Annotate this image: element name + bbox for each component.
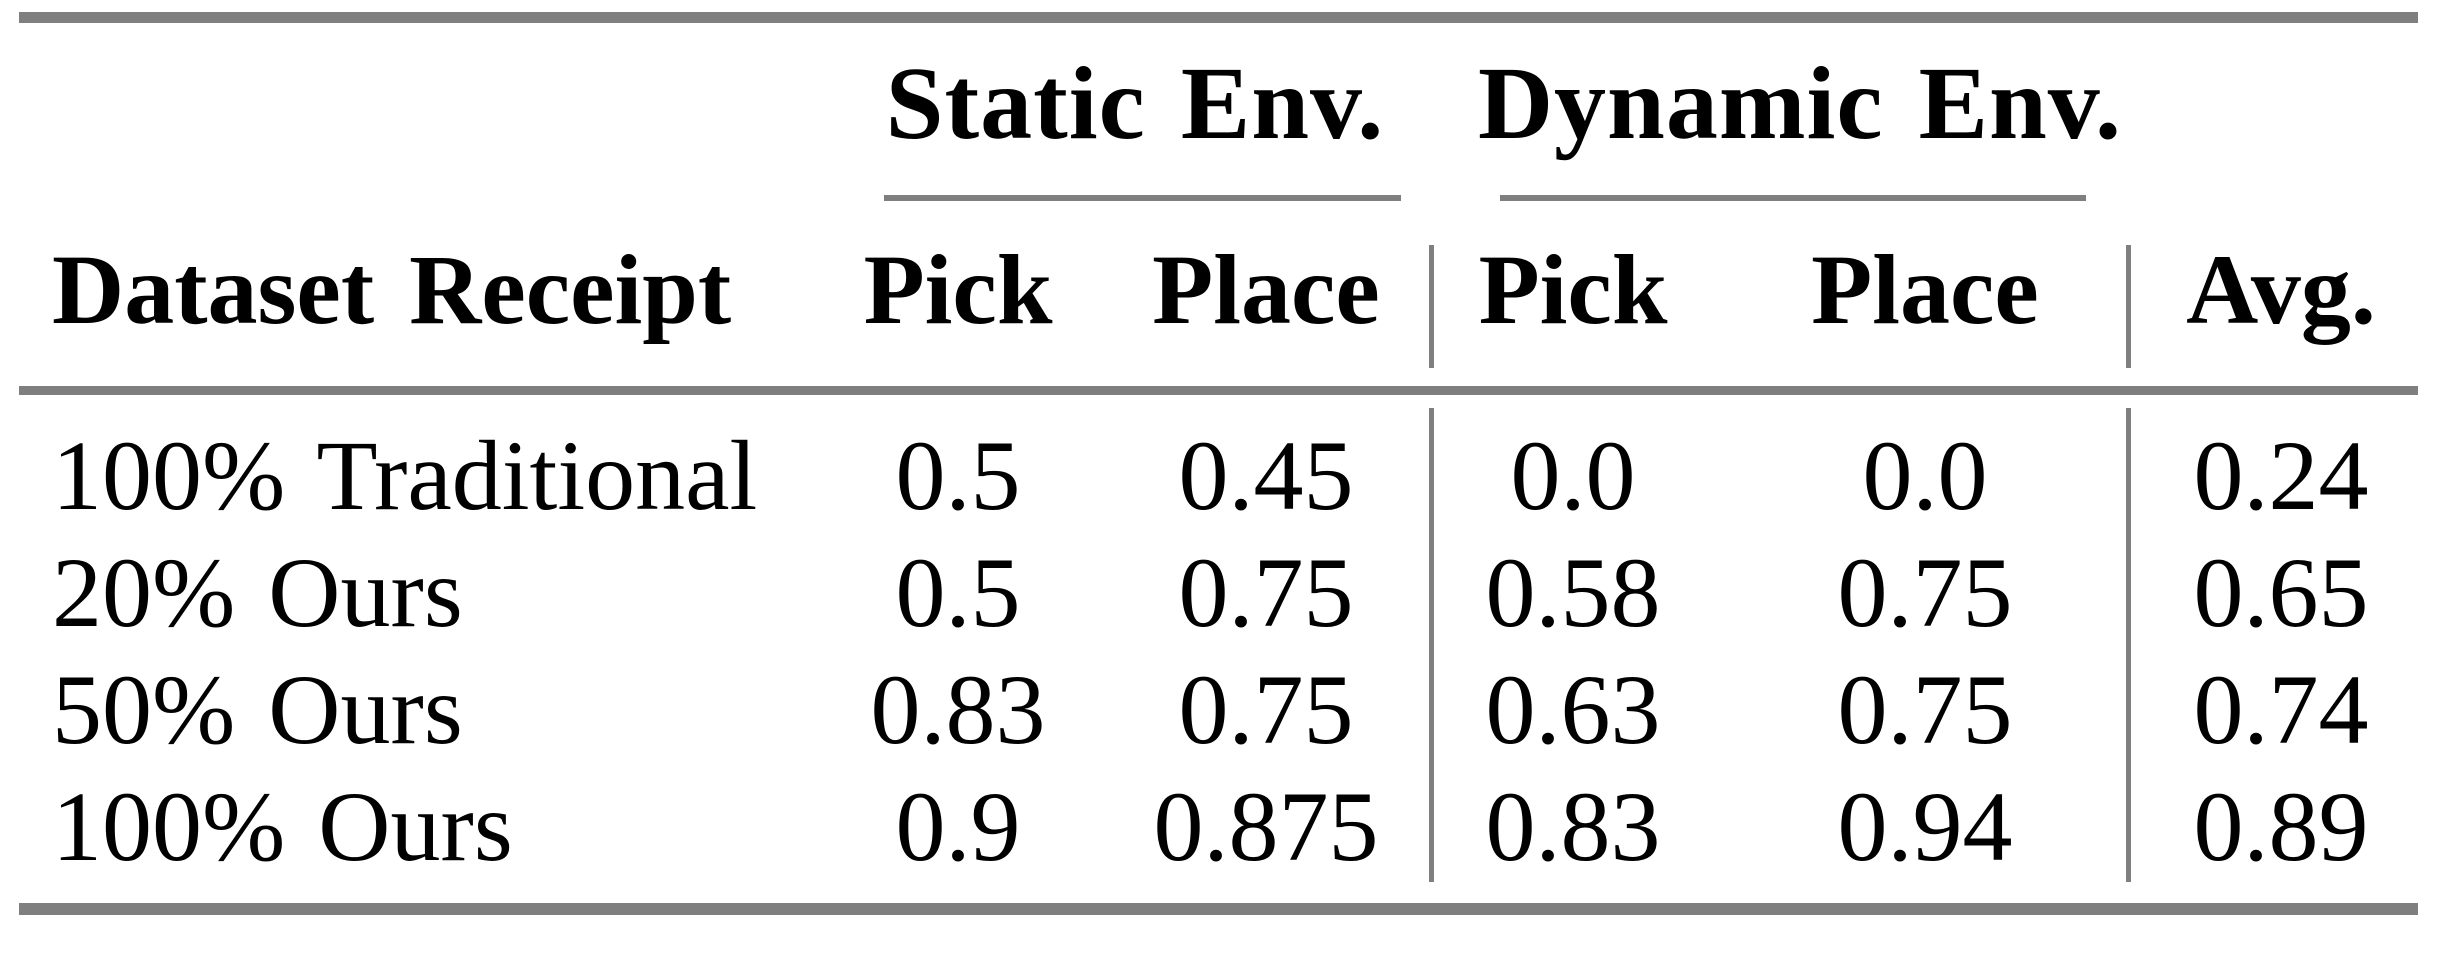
col-header-avg: Avg. (2186, 234, 2376, 345)
cell-static-pick: 0.9 (895, 771, 1021, 882)
row-label: 100% Ours (52, 771, 513, 882)
cell-dynamic-pick: 0.58 (1485, 537, 1661, 648)
top-rule (19, 12, 2418, 23)
body-divider-static-dynamic (1429, 408, 1434, 882)
col-header-dataset: Dataset Receipt (52, 234, 732, 345)
cell-static-pick: 0.5 (895, 420, 1021, 531)
cell-dynamic-place: 0.94 (1837, 771, 2013, 882)
cell-avg: 0.24 (2193, 420, 2369, 531)
bottom-rule (19, 903, 2418, 915)
col-header-static-place: Place (1152, 234, 1380, 345)
row-label: 100% Traditional (52, 420, 758, 531)
cell-static-place: 0.45 (1178, 420, 1354, 531)
row-label: 20% Ours (52, 537, 463, 648)
body-divider-dynamic-avg (2126, 408, 2131, 882)
dynamic-env-underline-rule (1500, 195, 2086, 201)
cell-avg: 0.74 (2193, 654, 2369, 765)
cell-avg: 0.65 (2193, 537, 2369, 648)
header-rule (19, 386, 2418, 395)
cell-static-place: 0.75 (1178, 654, 1354, 765)
cell-static-place: 0.75 (1178, 537, 1354, 648)
cell-dynamic-place: 0.0 (1862, 420, 1988, 531)
header-divider-static-dynamic (1429, 245, 1434, 368)
col-header-static-pick: Pick (863, 234, 1053, 345)
cell-dynamic-place: 0.75 (1837, 537, 2013, 648)
cell-dynamic-pick: 0.83 (1485, 771, 1661, 882)
cell-dynamic-place: 0.75 (1837, 654, 2013, 765)
cell-static-place: 0.875 (1153, 771, 1379, 882)
cell-dynamic-pick: 0.0 (1510, 420, 1636, 531)
static-env-group-header: Static Env. (885, 46, 1385, 161)
cell-avg: 0.89 (2193, 771, 2369, 882)
col-header-dynamic-pick: Pick (1478, 234, 1668, 345)
static-env-underline-rule (884, 195, 1401, 201)
cell-static-pick: 0.83 (870, 654, 1046, 765)
dynamic-env-group-header: Dynamic Env. (1477, 46, 2123, 161)
col-header-dynamic-place: Place (1811, 234, 2039, 345)
row-label: 50% Ours (52, 654, 463, 765)
cell-static-pick: 0.5 (895, 537, 1021, 648)
cell-dynamic-pick: 0.63 (1485, 654, 1661, 765)
header-divider-dynamic-avg (2126, 245, 2131, 368)
